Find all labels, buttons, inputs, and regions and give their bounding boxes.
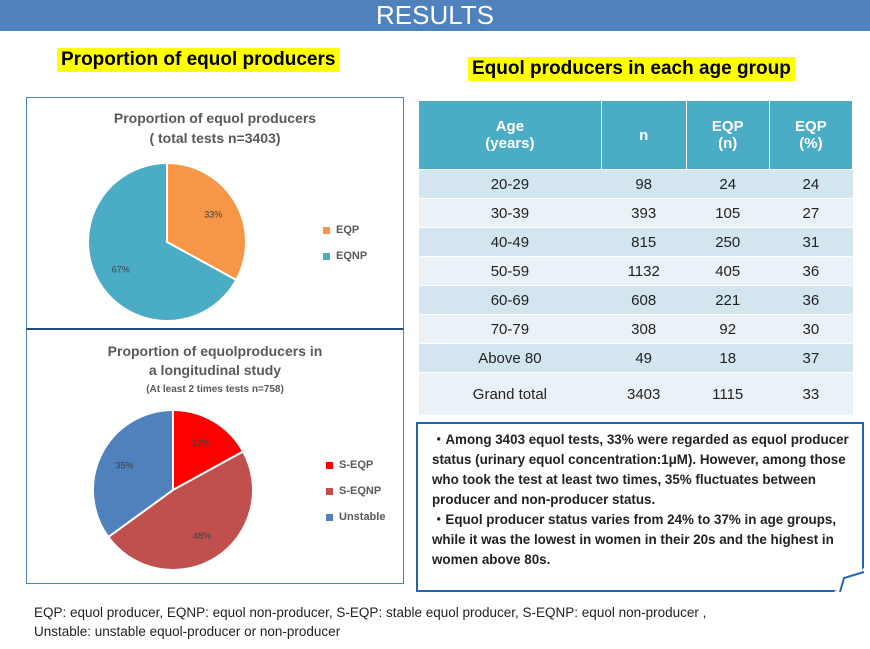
legend-label: S-EQP bbox=[339, 459, 374, 471]
table-cell: 18 bbox=[686, 343, 770, 373]
data-label: 35% bbox=[116, 460, 134, 470]
summary-callout: ・Among 3403 equol tests, 33% were regard… bbox=[416, 422, 865, 593]
chart-title: Proportion of equolproducers in bbox=[107, 343, 323, 359]
age-group-table: Age (years) n EQP (n) EQP (%) 20-29 98 24 24 30… bbox=[418, 100, 854, 416]
legend-swatch bbox=[326, 513, 333, 521]
data-label: 33% bbox=[204, 210, 222, 220]
legend-item-unstable: Unstable bbox=[326, 504, 385, 530]
table-row: Grand total 3403 1115 33 bbox=[418, 372, 853, 416]
legend-item-s-eqp: S-EQP bbox=[326, 452, 385, 478]
legend-label: EQNP bbox=[336, 250, 368, 262]
pie-slice-unstable bbox=[92, 408, 174, 539]
table-cell: 105 bbox=[686, 198, 770, 228]
table-cell: 36 bbox=[769, 285, 853, 315]
table-cell: 33 bbox=[769, 372, 853, 416]
table-cell: 60-69 bbox=[418, 285, 602, 315]
legend-label: EQP bbox=[336, 224, 360, 236]
table-cell: 40-49 bbox=[418, 227, 602, 257]
pie-slice-s-eqp bbox=[172, 408, 245, 492]
pie-slice-s-eqnp bbox=[106, 450, 254, 571]
legend-swatch bbox=[326, 461, 333, 469]
slide-title: RESULTS bbox=[0, 0, 870, 31]
table-cell: Grand total bbox=[418, 372, 602, 416]
table-cell: 308 bbox=[601, 314, 687, 344]
footnote-line: EQP: equol producer, EQNP: equol non-pro… bbox=[34, 605, 707, 620]
legend: S-EQP S-EQNP Unstable bbox=[326, 452, 385, 530]
legend-swatch bbox=[323, 226, 330, 234]
left-heading: Proportion of equol producers bbox=[57, 48, 340, 72]
table-cell: 30 bbox=[769, 314, 853, 344]
footnote-line: Unstable: unstable equol-producer or non… bbox=[34, 624, 341, 639]
table-cell: 815 bbox=[601, 227, 687, 257]
chart-title: Proportion of equol producers bbox=[113, 110, 317, 126]
table-cell: 31 bbox=[769, 227, 853, 257]
table-cell: 50-59 bbox=[418, 256, 602, 286]
table-cell: 1132 bbox=[601, 256, 687, 286]
data-label: 17% bbox=[192, 438, 210, 448]
table-cell: Above 80 bbox=[418, 343, 602, 373]
table-row: 30-39 393 105 27 bbox=[418, 198, 853, 228]
table-cell: 221 bbox=[686, 285, 770, 315]
data-label: 48% bbox=[193, 531, 211, 541]
table-cell: 92 bbox=[686, 314, 770, 344]
pie-svg: 33% 67% bbox=[87, 161, 247, 322]
pie-slice-eqp bbox=[166, 161, 247, 282]
legend-item-eqnp: EQNP bbox=[323, 243, 367, 269]
legend-swatch bbox=[326, 487, 333, 495]
callout-fold-icon bbox=[834, 568, 865, 593]
header-age: Age (years) bbox=[418, 100, 602, 170]
table-cell: 608 bbox=[601, 285, 687, 315]
table-cell: 250 bbox=[686, 227, 770, 257]
header-n: n bbox=[600, 100, 687, 170]
table-cell: 37 bbox=[769, 343, 853, 373]
table-cell: 405 bbox=[686, 256, 770, 286]
table-cell: 27 bbox=[769, 198, 853, 228]
chart-subtitle: ( total tests n=3403) bbox=[149, 130, 281, 146]
table-row: Above 80 49 18 37 bbox=[418, 343, 853, 373]
table-cell: 98 bbox=[601, 169, 687, 199]
chart-title-line2: a longitudinal study bbox=[148, 362, 282, 378]
right-heading: Equol producers in each age group bbox=[468, 57, 795, 81]
header-eqp-pct: EQP (%) bbox=[768, 100, 854, 170]
pie-chart-total: Proportion of equol producers ( total te… bbox=[26, 97, 404, 329]
table-cell: 3403 bbox=[601, 372, 687, 416]
header-eqp-n: EQP (n) bbox=[685, 100, 770, 170]
callout-point-1: ・Among 3403 equol tests, 33% were regard… bbox=[432, 432, 849, 507]
table-row: 20-29 98 24 24 bbox=[418, 169, 853, 199]
table-cell: 24 bbox=[769, 169, 853, 199]
legend-label: Unstable bbox=[339, 511, 386, 523]
table-row: 50-59 1132 405 36 bbox=[418, 256, 853, 286]
legend-label: S-EQNP bbox=[339, 485, 382, 497]
legend-item-s-eqnp: S-EQNP bbox=[326, 478, 385, 504]
table-cell: 20-29 bbox=[418, 169, 602, 199]
table-cell: 1115 bbox=[686, 372, 770, 416]
table-row: 40-49 815 250 31 bbox=[418, 227, 853, 257]
table-cell: 30-39 bbox=[418, 198, 602, 228]
legend-swatch bbox=[323, 252, 330, 260]
table-cell: 24 bbox=[686, 169, 770, 199]
table-row: 70-79 308 92 30 bbox=[418, 314, 853, 344]
legend-item-eqp: EQP bbox=[323, 217, 367, 243]
callout-point-2: ・Equol producer status varies from 24% t… bbox=[432, 512, 837, 567]
table-cell: 70-79 bbox=[418, 314, 602, 344]
pie-svg: 17% 48% 35% bbox=[92, 408, 254, 571]
pie-slice-eqnp bbox=[87, 161, 238, 322]
table-cell: 393 bbox=[601, 198, 687, 228]
legend: EQP EQNP bbox=[323, 217, 367, 269]
table-cell: 49 bbox=[601, 343, 687, 373]
table-row: 60-69 608 221 36 bbox=[418, 285, 853, 315]
footnote: EQP: equol producer, EQNP: equol non-pro… bbox=[34, 603, 706, 641]
chart-subtitle: (At least 2 times tests n=758) bbox=[146, 384, 284, 395]
data-label: 67% bbox=[112, 264, 130, 274]
pie-chart-longitudinal: Proportion of equolproducers in a longit… bbox=[26, 328, 404, 584]
table-cell: 36 bbox=[769, 256, 853, 286]
